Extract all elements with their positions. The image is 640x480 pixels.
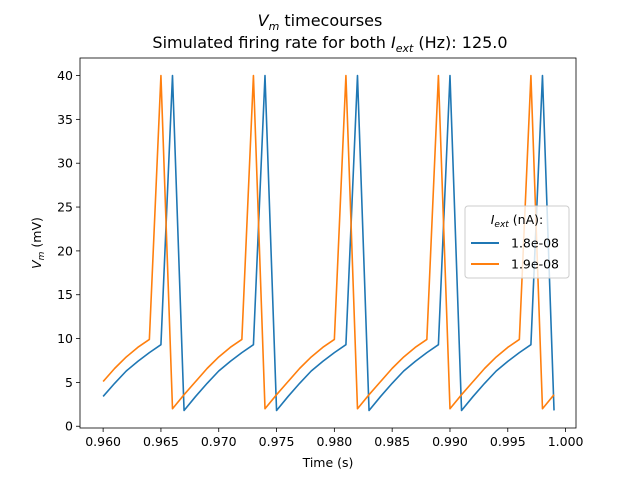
y-tick-label: 25	[57, 200, 73, 215]
y-tick-label: 40	[57, 68, 73, 83]
x-tick-label: 0.975	[259, 434, 295, 449]
plot-frame	[79, 57, 577, 429]
y-tick-label: 5	[65, 375, 73, 390]
chart-title-line2: Simulated firing rate for both Iext (Hz)…	[152, 33, 507, 55]
x-axis-label: Time (s)	[302, 455, 354, 470]
x-tick-label: 0.985	[374, 434, 410, 449]
y-axis-label: Vm (mV)	[29, 217, 47, 269]
series-layer	[102, 74, 555, 412]
legend-label-series-1: 1.8e-08	[511, 236, 559, 251]
y-tick-label: 0	[65, 419, 73, 434]
legend-label-series-2: 1.9e-08	[511, 257, 559, 272]
x-axis-ticks: 0.960 0.965 0.970 0.975 0.980 0.985 0.990 0.995…	[85, 428, 584, 449]
y-tick-label: 35	[57, 112, 73, 127]
x-tick-label: 0.990	[432, 434, 468, 449]
y-axis-ticks: 0 5 10 15 20 25 30 35 40	[57, 68, 80, 434]
y-tick-label: 10	[57, 331, 73, 346]
x-tick-label: 0.995	[490, 434, 526, 449]
x-tick-label: 0.980	[316, 434, 352, 449]
x-tick-label: 0.965	[143, 434, 179, 449]
legend: Iext (nA): 1.8e-08 1.9e-08	[464, 205, 570, 279]
y-tick-label: 30	[57, 156, 73, 171]
x-tick-label: 1.000	[548, 434, 584, 449]
legend-box	[464, 205, 570, 279]
y-tick-label: 20	[57, 243, 73, 258]
x-tick-label: 0.970	[201, 434, 237, 449]
series-line-1	[102, 74, 555, 412]
x-tick-label: 0.960	[85, 434, 121, 449]
y-tick-label: 15	[57, 287, 73, 302]
legend-title: Iext (nA):	[491, 212, 544, 230]
chart-title-line1: Vm timecourses	[258, 11, 383, 33]
series-line-2	[102, 74, 555, 410]
